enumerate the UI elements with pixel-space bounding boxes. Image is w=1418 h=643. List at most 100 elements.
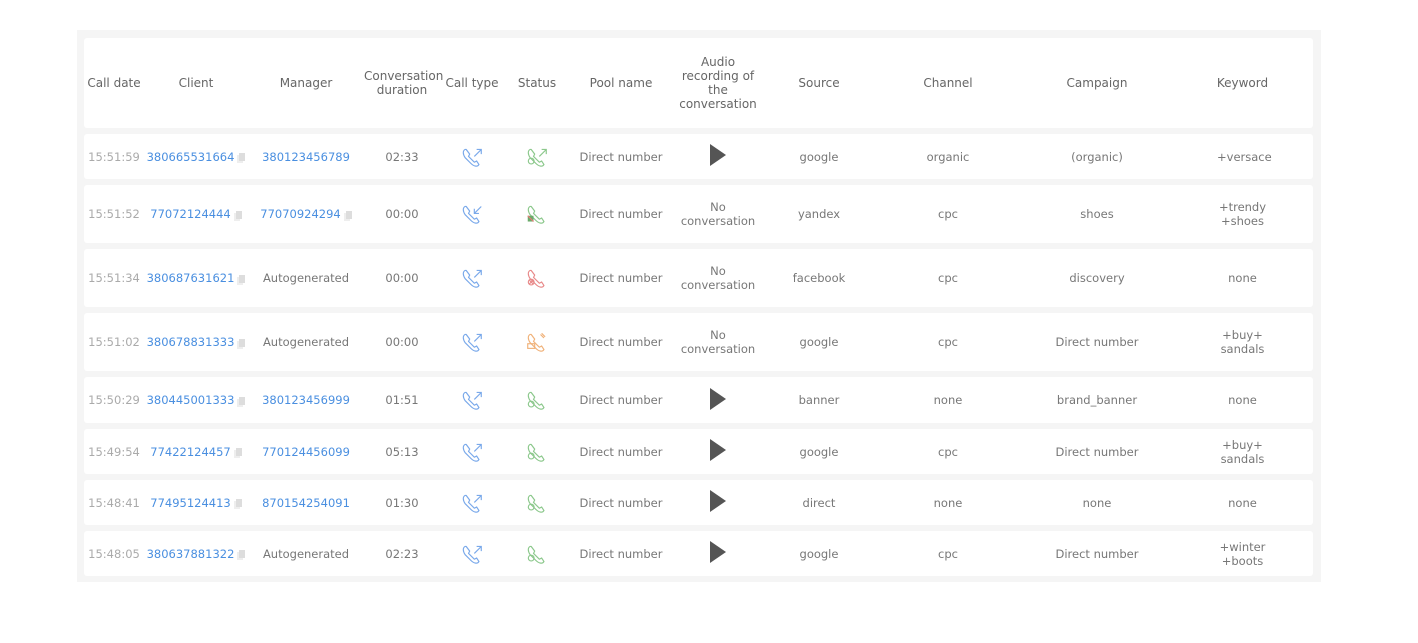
outgoing-call-icon [440, 331, 504, 353]
duration: 02:33 [385, 149, 419, 164]
call-date: 15:49:54 [88, 444, 140, 459]
header-source[interactable]: Source [798, 76, 840, 90]
client-link[interactable]: 77495124413 [150, 495, 231, 510]
table-row[interactable]: 15:51:59 380665531664 380123456789 02:33… [84, 134, 1313, 179]
copy-icon[interactable] [235, 210, 242, 219]
blocked-status-icon [504, 203, 570, 225]
duration: 00:00 [385, 207, 419, 221]
busy-status-icon [504, 331, 570, 353]
copy-icon[interactable] [239, 550, 246, 558]
campaign: Direct number [1055, 546, 1139, 561]
pool-name: Direct number [579, 207, 663, 221]
pool-name: Direct number [579, 444, 663, 459]
play-icon[interactable] [710, 439, 726, 461]
header-call-type[interactable]: Call type [445, 76, 499, 90]
header-client[interactable]: Client [178, 76, 214, 90]
keyword: +trendy +shoes [1218, 200, 1267, 228]
pool-name: Direct number [579, 271, 663, 285]
campaign: discovery [1069, 271, 1125, 285]
manager-text: Autogenerated [262, 271, 350, 285]
manager-link[interactable]: 770124456099 [262, 444, 350, 459]
source: google [799, 335, 839, 349]
client-link[interactable]: 380687631621 [146, 271, 235, 285]
table-row[interactable]: 15:51:02 380678831333 Autogenerated 00:0… [84, 313, 1313, 371]
copy-icon[interactable] [239, 274, 246, 283]
copy-icon[interactable] [235, 499, 242, 507]
campaign: Direct number [1055, 335, 1139, 349]
client-link[interactable]: 77072124444 [150, 207, 231, 221]
table-row[interactable]: 15:50:29 380445001333 380123456999 01:51… [84, 377, 1313, 423]
manager-link[interactable]: 870154254091 [262, 495, 350, 510]
call-date: 15:51:59 [88, 149, 140, 164]
header-call-date[interactable]: Call date [87, 76, 141, 90]
duration: 00:00 [385, 271, 419, 285]
table-row[interactable]: 15:49:54 77422124457 770124456099 05:13 … [84, 429, 1313, 474]
client-link[interactable]: 380678831333 [146, 335, 235, 349]
manager-link[interactable]: 380123456789 [262, 149, 350, 164]
keyword: +buy+ sandals [1220, 328, 1265, 356]
header-status[interactable]: Status [517, 76, 557, 90]
channel: cpc [938, 271, 958, 285]
copy-icon[interactable] [235, 448, 242, 456]
header-duration[interactable]: Conversation duration [364, 69, 444, 97]
campaign: none [1082, 495, 1112, 510]
keyword: +versace [1217, 149, 1272, 164]
header-audio[interactable]: Audio recording of the conversation [679, 55, 757, 111]
audio-status: No conversation [680, 200, 756, 228]
keyword: none [1228, 495, 1257, 510]
manager-cell: 870154254091 [248, 496, 364, 510]
table-row[interactable]: 15:51:34 380687631621 Autogenerated 00:0… [84, 249, 1313, 307]
pool-name: Direct number [579, 495, 663, 510]
header-campaign[interactable]: Campaign [1066, 76, 1128, 90]
channel: none [933, 495, 963, 510]
audio-status: No conversation [680, 328, 756, 356]
manager-cell: Autogenerated [248, 271, 364, 285]
keyword: +winter +boots [1219, 539, 1266, 568]
outgoing-call-icon [440, 389, 504, 411]
manager-link[interactable]: 380123456999 [262, 393, 350, 407]
channel: none [933, 393, 963, 407]
keyword: none [1228, 393, 1257, 407]
table-row[interactable]: 15:48:41 77495124413 870154254091 01:30 … [84, 480, 1313, 525]
client-link[interactable]: 380637881322 [146, 546, 235, 561]
answered-status-icon [504, 492, 570, 514]
manager-cell: 380123456999 [248, 393, 364, 407]
play-icon[interactable] [710, 541, 726, 563]
source: google [799, 546, 839, 561]
audio-cell [672, 387, 764, 413]
answered-forwarded-status-icon [504, 146, 570, 168]
header-pool-name[interactable]: Pool name [589, 76, 653, 90]
copy-icon[interactable] [239, 153, 246, 161]
header-manager[interactable]: Manager [279, 76, 333, 90]
campaign: brand_banner [1056, 393, 1138, 407]
header-keyword[interactable]: Keyword [1216, 76, 1269, 90]
table-row[interactable]: 15:51:52 77072124444 77070924294 00:00 D… [84, 185, 1313, 243]
client-link[interactable]: 380665531664 [146, 149, 235, 164]
copy-icon[interactable] [345, 210, 352, 219]
table-header: Call date Client Manager Conversation du… [84, 38, 1313, 128]
source: direct [802, 495, 836, 510]
call-date: 15:51:34 [88, 271, 140, 285]
manager-cell: 380123456789 [248, 150, 364, 164]
copy-icon[interactable] [239, 396, 246, 405]
incoming-call-icon [440, 203, 504, 225]
play-icon[interactable] [710, 490, 726, 512]
header-channel[interactable]: Channel [923, 76, 973, 90]
table-row[interactable]: 15:48:05 380637881322 Autogenerated 02:2… [84, 531, 1313, 576]
channel: cpc [938, 444, 958, 459]
pool-name: Direct number [579, 149, 663, 164]
client-link[interactable]: 380445001333 [146, 393, 235, 407]
duration: 01:30 [385, 495, 419, 510]
source: yandex [797, 207, 841, 221]
manager-cell: Autogenerated [248, 335, 364, 349]
play-icon[interactable] [710, 387, 726, 410]
client-link[interactable]: 77422124457 [150, 444, 231, 459]
copy-icon[interactable] [239, 338, 246, 347]
duration: 01:51 [385, 393, 419, 407]
manager-link[interactable]: 77070924294 [260, 207, 341, 221]
play-icon[interactable] [710, 144, 726, 166]
outgoing-call-icon [440, 146, 504, 168]
missed-status-icon [504, 267, 570, 289]
audio-cell [672, 144, 764, 169]
call-date: 15:48:05 [88, 546, 140, 561]
